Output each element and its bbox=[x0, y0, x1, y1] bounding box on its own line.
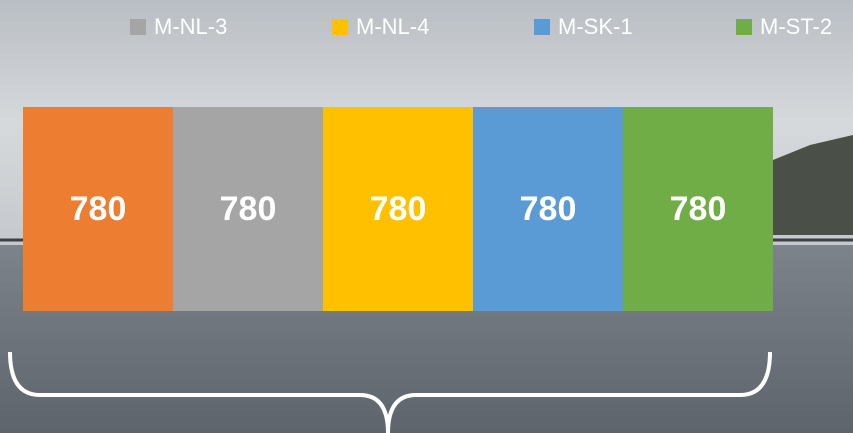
legend-label: M-ST-2 bbox=[760, 14, 832, 39]
legend-label: M-NL-3 bbox=[154, 14, 227, 39]
legend-swatch bbox=[534, 19, 550, 35]
legend-label: M-SK-1 bbox=[558, 14, 633, 39]
legend-label: M-NL-4 bbox=[356, 14, 429, 39]
data-label: 780 bbox=[670, 190, 727, 228]
data-label: 780 bbox=[520, 190, 577, 228]
legend-swatch bbox=[332, 19, 348, 35]
data-label: 780 bbox=[370, 190, 427, 228]
chart: 780 780 780 780 780 M-NL-3 M-NL-4 M-SK-1 M-ST-2 bbox=[0, 0, 853, 433]
data-label: 780 bbox=[220, 190, 277, 228]
data-label: 780 bbox=[70, 190, 127, 228]
page: 780780780780780M-NL-3M-NL-4M-SK-1M-ST-2 … bbox=[0, 0, 853, 433]
legend-swatch bbox=[130, 19, 146, 35]
legend-swatch bbox=[736, 19, 752, 35]
